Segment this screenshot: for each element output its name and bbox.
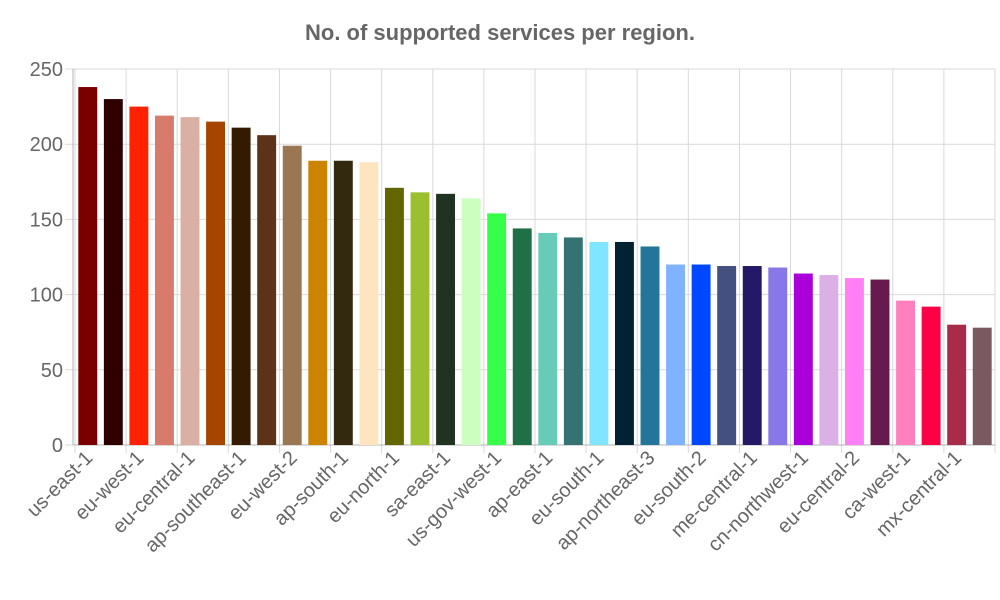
bar-il-central-1 <box>870 279 890 445</box>
bar-cn-north-1 <box>819 275 839 445</box>
bar-ap-southeast-1 <box>231 127 251 445</box>
y-tick-label: 200 <box>30 134 63 156</box>
bar-af-south-1 <box>614 241 634 445</box>
y-tick-label: 250 <box>30 59 63 81</box>
bar-ap-northeast-1 <box>154 115 174 446</box>
bar-ap-south-2 <box>768 267 788 445</box>
bar-me-south-1 <box>563 237 583 445</box>
bar-ap-east-1 <box>538 232 558 445</box>
bar-ap-northeast-2 <box>410 192 430 445</box>
bar-ca-central-1 <box>308 160 328 445</box>
bar-eu-south-1 <box>589 241 609 445</box>
bar-mx-central-1 <box>947 324 967 445</box>
bar-ap-southeast-4 <box>921 306 941 445</box>
bar-us-gov-west-1 <box>461 198 481 445</box>
bar-us-east-1 <box>78 87 98 445</box>
bar-eu-central-2 <box>844 278 864 445</box>
bar-ca-west-1 <box>896 300 916 445</box>
bar-cn-northwest-1 <box>793 273 813 445</box>
bar-ap-northeast-3 <box>640 246 660 445</box>
bar-eu-south-2 <box>691 264 711 445</box>
bar-sa-east-1 <box>436 193 456 445</box>
y-tick-label: 50 <box>41 360 63 382</box>
bar-eu-west-2 <box>282 145 302 446</box>
bar-ap-southeast-3 <box>666 264 686 445</box>
bar-me-central-1 <box>742 266 762 445</box>
chart-title: No. of supported services per region. <box>305 20 695 45</box>
bar-eu-west-3 <box>359 162 379 446</box>
bar-eu-north-1 <box>384 187 404 446</box>
y-tick-label: 100 <box>30 285 63 307</box>
bar-us-west-2 <box>103 99 123 445</box>
y-tick-label: 150 <box>30 209 63 231</box>
bar-us-gov-east-1 <box>512 228 532 445</box>
bar-eu-central-2 <box>717 266 737 445</box>
y-tick-label: 0 <box>52 435 63 457</box>
bar-ap-south-1 <box>333 160 353 445</box>
bar-ap-southeast-5 <box>972 327 992 445</box>
bar-us-west-1 <box>257 135 277 445</box>
bar-eu-central-1 <box>180 117 200 446</box>
bar-ap-southeast-2 <box>206 121 226 445</box>
bar-eu-west-1 <box>129 106 149 445</box>
bar-us-gov-west-1 <box>487 213 507 445</box>
